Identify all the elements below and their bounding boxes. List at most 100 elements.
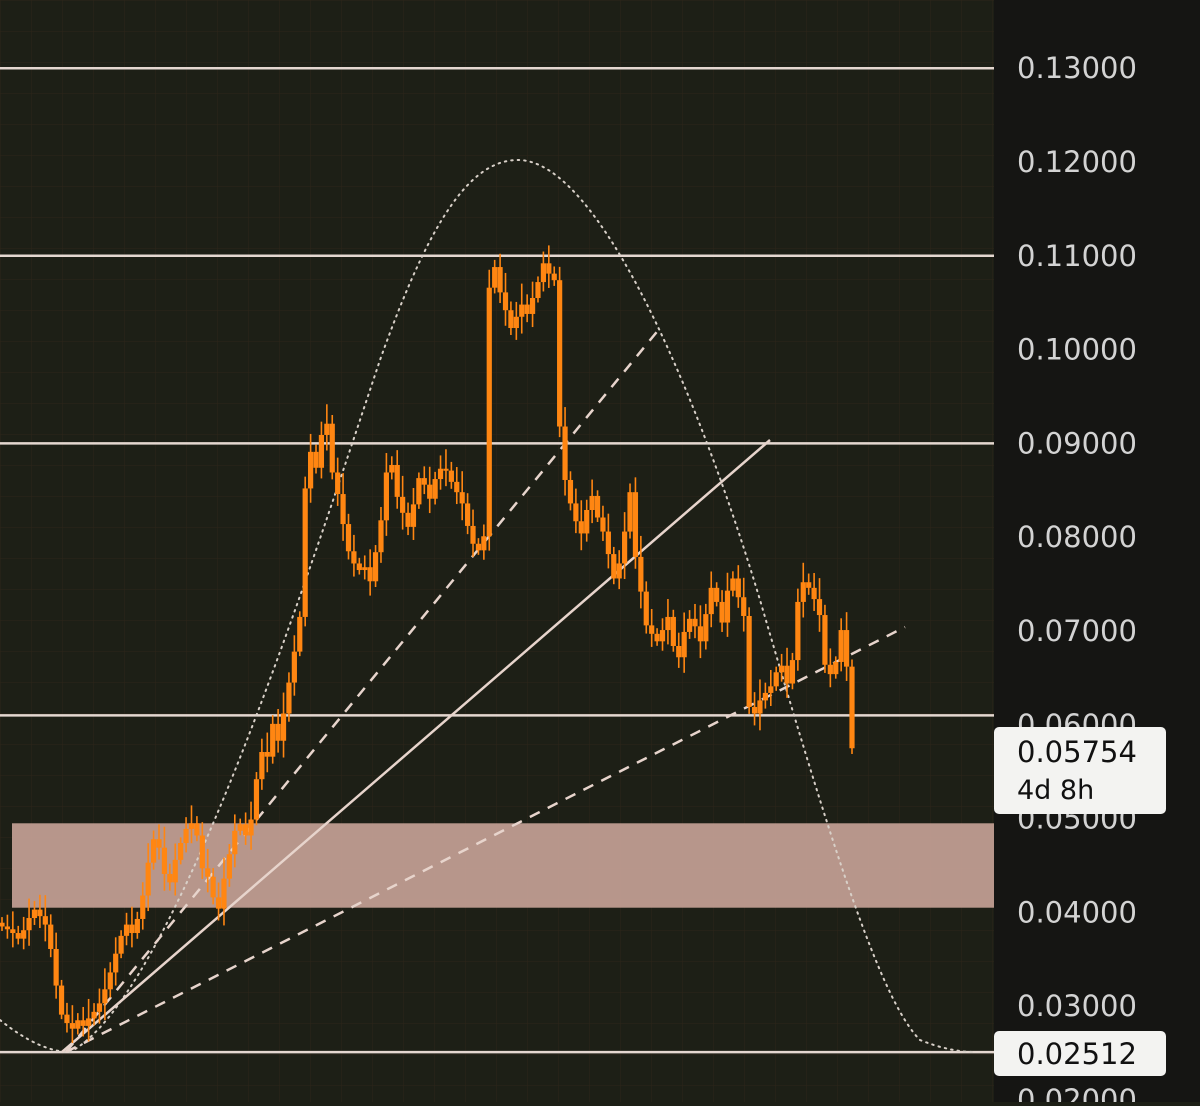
candle — [318, 421, 325, 479]
candle — [632, 477, 639, 569]
y-tick-label: 0.04000 — [1017, 895, 1137, 929]
candle — [735, 565, 741, 608]
candle — [773, 666, 779, 691]
candle — [762, 682, 768, 709]
candle — [86, 998, 92, 1042]
candle — [432, 471, 438, 505]
candle — [362, 555, 368, 580]
candle — [427, 466, 433, 514]
y-tick-label: 0.13000 — [1017, 51, 1137, 85]
candle — [676, 632, 682, 668]
candle — [4, 914, 11, 939]
candle — [670, 609, 676, 652]
candle — [843, 612, 850, 681]
candle — [465, 493, 471, 535]
candle — [140, 882, 146, 930]
candle — [649, 608, 655, 647]
candle — [351, 534, 357, 577]
candle — [150, 830, 157, 870]
candle — [210, 868, 216, 905]
candles — [0, 245, 855, 1044]
candle — [654, 628, 660, 646]
candle — [789, 652, 796, 690]
candle — [264, 732, 270, 773]
candle — [481, 524, 487, 560]
candle — [437, 455, 444, 490]
candle — [161, 826, 168, 891]
candle — [519, 283, 525, 334]
candle — [172, 843, 178, 896]
y-tick-label: 0.12000 — [1017, 145, 1137, 179]
candle — [611, 546, 617, 585]
candle — [714, 582, 720, 607]
candle — [806, 573, 812, 595]
y-tick-label: 0.02000 — [1017, 1083, 1137, 1102]
candle — [448, 461, 454, 489]
candle — [96, 988, 103, 1024]
low-price-badge: 0.02512 — [994, 1031, 1166, 1076]
candle — [215, 882, 222, 921]
trendline-solid — [61, 439, 771, 1053]
candle — [156, 824, 162, 860]
candle — [69, 1005, 75, 1044]
candle — [226, 844, 232, 887]
candle — [730, 571, 736, 597]
candle — [205, 848, 211, 893]
candle — [567, 471, 574, 511]
candle — [107, 962, 113, 998]
candle — [779, 653, 785, 682]
candle — [816, 578, 823, 632]
candle — [627, 483, 633, 539]
candle — [502, 272, 509, 326]
candle — [768, 669, 774, 707]
candle — [557, 266, 563, 438]
candle — [248, 801, 254, 850]
candle — [123, 912, 130, 946]
candle — [37, 894, 43, 929]
candle — [551, 266, 557, 286]
parabolic-curve — [0, 158, 976, 1054]
low-price-label: 0.02512 — [1017, 1037, 1137, 1071]
candle — [616, 550, 622, 590]
candle — [459, 471, 465, 521]
current-price-badge: 0.05754 4d 8h — [994, 727, 1166, 814]
candle — [822, 604, 828, 673]
candle — [659, 618, 666, 651]
candle — [849, 659, 855, 754]
y-tick-label: 0.09000 — [1017, 426, 1137, 460]
candle — [410, 487, 417, 540]
current-price-label: 0.05754 — [1017, 735, 1137, 769]
candle — [259, 738, 265, 790]
candle — [719, 590, 725, 632]
candle — [724, 572, 731, 637]
candle — [26, 898, 32, 946]
candle — [15, 925, 21, 945]
candle — [10, 911, 16, 948]
y-tick-label: 0.10000 — [1017, 333, 1137, 367]
candle — [253, 772, 260, 826]
y-tick-label: 0.07000 — [1017, 614, 1137, 648]
candle — [600, 505, 606, 541]
candle — [367, 549, 373, 596]
candle — [562, 407, 568, 496]
candle — [237, 818, 243, 836]
candle — [324, 404, 330, 451]
candle — [291, 635, 297, 696]
candle — [389, 456, 395, 480]
candle — [681, 612, 687, 673]
candle — [48, 914, 54, 958]
candle — [421, 466, 427, 495]
candle — [280, 692, 287, 758]
candle — [741, 577, 747, 632]
candle — [400, 475, 406, 530]
candle — [746, 607, 752, 714]
candle — [784, 647, 790, 698]
candle — [194, 816, 200, 842]
candle — [378, 507, 384, 563]
candle — [546, 245, 552, 288]
candle — [345, 513, 352, 560]
candle — [508, 301, 514, 335]
y-tick-label: 0.11000 — [1017, 239, 1137, 273]
candle — [42, 895, 48, 942]
candle — [486, 269, 492, 551]
